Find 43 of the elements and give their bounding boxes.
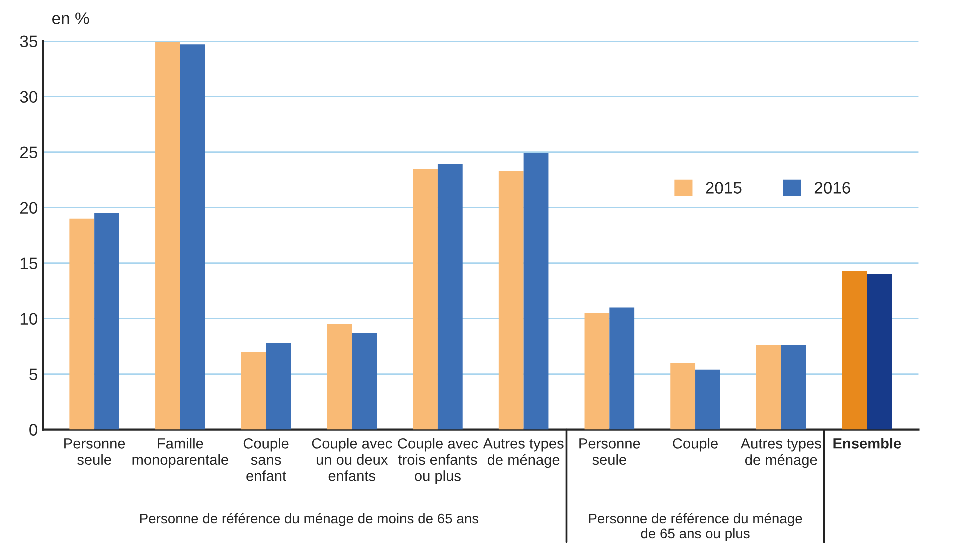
bar (781, 345, 806, 430)
x-tick-label: Famille monoparentale (132, 438, 228, 468)
x-tick-label: Autres types de ménage (740, 438, 822, 468)
x-tick-label: Couple sans enfant (244, 438, 289, 482)
bar (498, 171, 524, 430)
x-tick-label: Couple (673, 438, 718, 452)
x-tick-label: Personne seule (580, 438, 640, 466)
bar (756, 345, 782, 430)
y-tick-label: 25 (20, 146, 38, 159)
y-axis-title: en % (52, 12, 90, 24)
bar (610, 308, 635, 430)
bar (266, 343, 292, 430)
bar (413, 168, 438, 430)
y-tick-label: 30 (20, 91, 38, 104)
bar (156, 42, 180, 430)
bar (670, 363, 696, 430)
legend-label: 2015 (706, 182, 742, 194)
x-tick-label: Personne seule (64, 438, 126, 466)
y-tick-label: 5 (30, 368, 38, 380)
bar (842, 271, 868, 430)
y-tick-label: 20 (20, 202, 38, 214)
bar (352, 333, 378, 430)
bar (70, 218, 95, 430)
y-tick-label: 35 (20, 36, 38, 48)
bar (867, 274, 892, 430)
y-tick-label: 15 (20, 258, 38, 270)
bar (241, 352, 266, 430)
bar (438, 164, 463, 430)
legend-label: 2016 (814, 182, 850, 194)
y-tick-label: 0 (30, 424, 38, 436)
text: Personne de référence du ménage de 65 ans ou plus (589, 513, 802, 542)
bar (524, 153, 549, 430)
x-tick-label: Couple avec trois enfants ou plus (398, 438, 478, 484)
bar (696, 370, 720, 430)
x-tick-label: Ensemble (834, 438, 902, 449)
bar (327, 324, 352, 430)
bar (584, 313, 610, 430)
x-tick-label: Couple avec un ou deux enfants (312, 438, 392, 482)
bar (180, 44, 206, 430)
bar (94, 213, 120, 430)
y-tick-label: 10 (20, 313, 38, 325)
text: Personne de référence du ménage de moins de 65 ans (140, 513, 479, 526)
x-tick-label: Autres types de ménage (483, 438, 564, 468)
